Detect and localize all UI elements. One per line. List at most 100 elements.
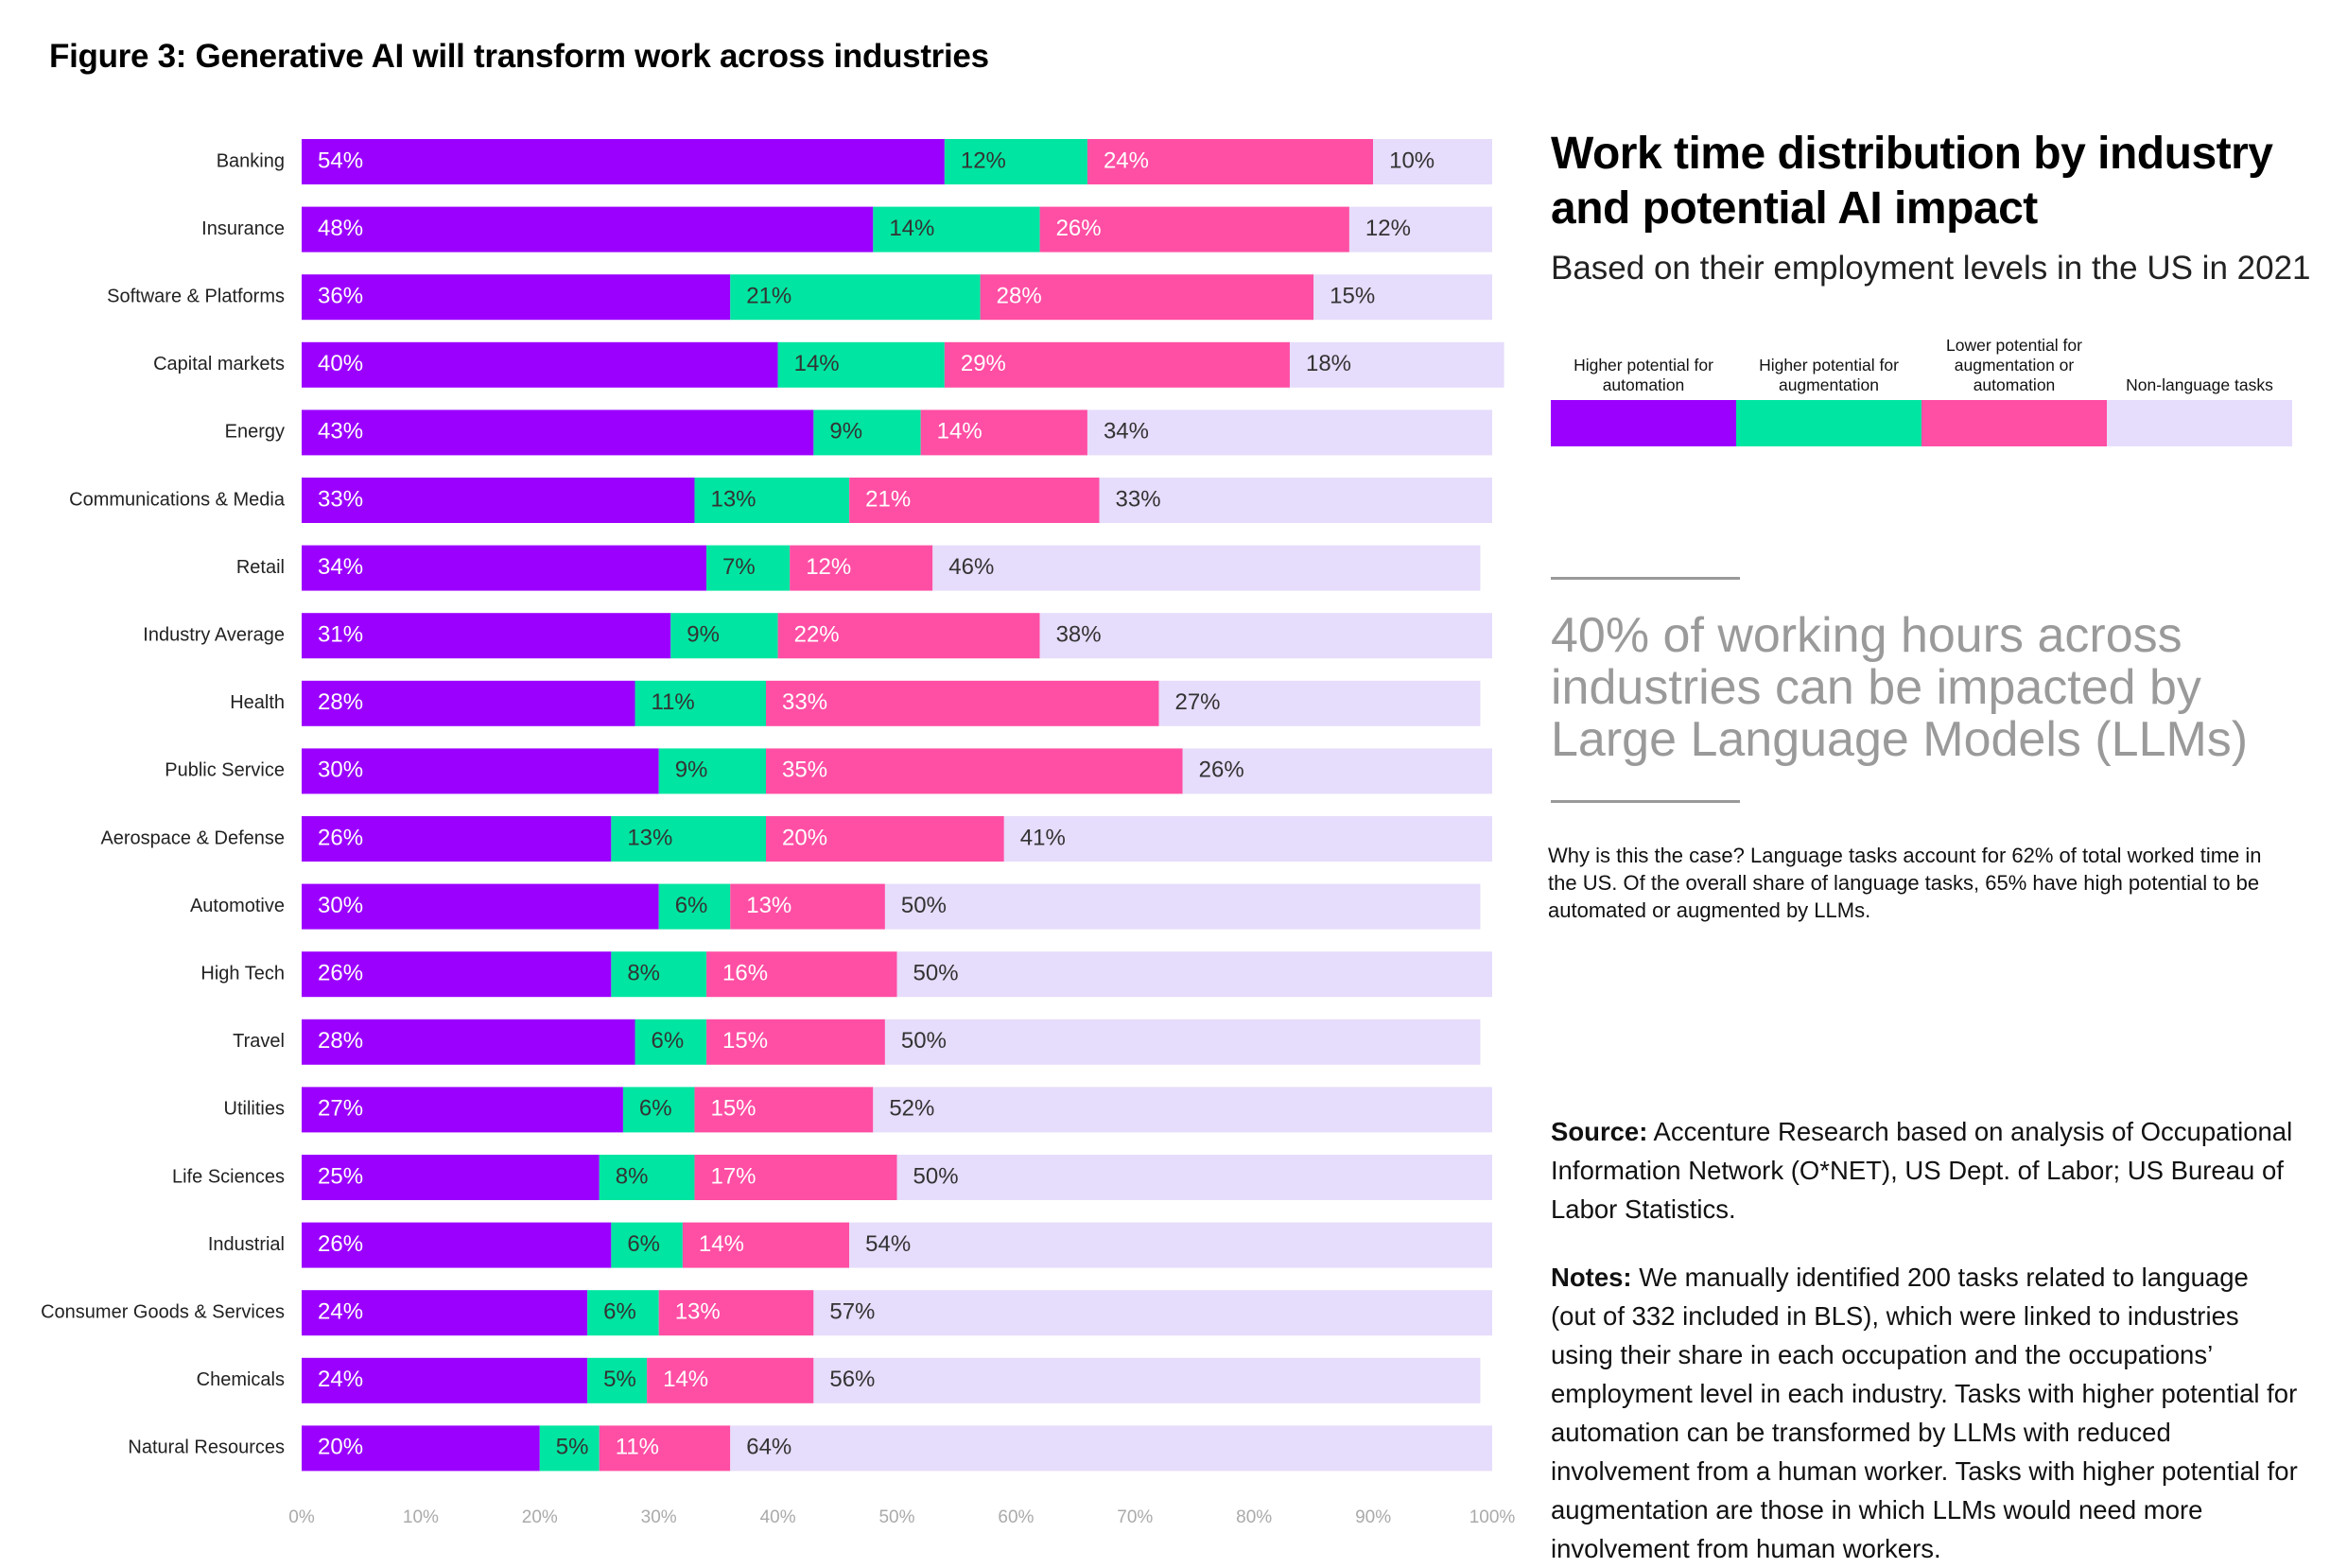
legend-swatch-augmentation: [1736, 400, 1921, 446]
legend-swatch-lower: [1921, 400, 2107, 446]
bar-nonlanguage: [932, 545, 1481, 591]
stacked-bar-chart: Banking 54% 12% 24% 10% Insurance 48% 14% 26% 12%…: [41, 139, 1515, 1527]
bar-nonlanguage: [849, 1222, 1492, 1268]
data-label-automation: 40%: [318, 351, 363, 376]
data-label-nonlanguage: 41%: [1020, 825, 1066, 850]
bar-nonlanguage: [1099, 478, 1492, 523]
data-label-lower: 17%: [710, 1163, 756, 1189]
category-label: Retail: [236, 557, 285, 578]
data-label-lower: 35%: [782, 758, 827, 783]
bar-nonlanguage: [896, 1155, 1492, 1200]
panel-subtitle: Based on their employment levels in the …: [1551, 250, 2311, 287]
bar-lower: [730, 883, 885, 930]
data-label-augmentation: 14%: [889, 216, 934, 241]
bar-lower: [647, 1357, 814, 1403]
category-label: Energy: [225, 422, 285, 443]
data-label-nonlanguage: 56%: [829, 1367, 875, 1392]
data-label-augmentation: 9%: [675, 758, 708, 783]
data-label-nonlanguage: 34%: [1104, 419, 1149, 444]
data-label-lower: 13%: [675, 1299, 721, 1325]
bar-automation: [302, 1087, 623, 1133]
legend-swatch-automation: [1551, 400, 1736, 446]
bar-lower: [920, 409, 1087, 456]
bar-nonlanguage: [1373, 139, 1492, 184]
data-label-lower: 14%: [937, 419, 982, 444]
bar-augmentation: [611, 1222, 683, 1268]
category-label: High Tech: [200, 963, 285, 984]
data-label-nonlanguage: 38%: [1056, 622, 1102, 648]
data-label-nonlanguage: 50%: [901, 1028, 947, 1054]
bar-augmentation: [944, 139, 1087, 184]
data-label-automation: 48%: [318, 216, 363, 241]
data-label-augmentation: 6%: [639, 1096, 672, 1122]
data-label-augmentation: 21%: [746, 284, 791, 309]
data-label-lower: 33%: [782, 689, 827, 715]
data-label-nonlanguage: 50%: [913, 1163, 959, 1189]
bar-augmentation: [587, 1357, 648, 1403]
data-label-automation: 28%: [318, 689, 363, 715]
x-tick-label: 0%: [288, 1507, 315, 1527]
data-label-lower: 24%: [1104, 148, 1149, 173]
category-label: Aerospace & Defense: [100, 828, 285, 848]
bar-automation: [302, 748, 659, 794]
bar-augmentation: [813, 409, 921, 456]
data-label-nonlanguage: 52%: [889, 1096, 934, 1122]
data-label-lower: 15%: [722, 1028, 768, 1054]
bar-automation: [302, 545, 707, 591]
explanation-text: Why is this the case? Language tasks acc…: [1548, 844, 2262, 922]
bar-augmentation: [611, 816, 767, 862]
data-label-automation: 25%: [318, 1163, 363, 1189]
data-label-nonlanguage: 27%: [1174, 689, 1220, 715]
bar-automation: [302, 680, 635, 726]
data-label-augmentation: 14%: [794, 351, 840, 376]
category-label: Industry Average: [143, 624, 285, 645]
bar-lower: [766, 680, 1159, 726]
bar-nonlanguage: [1158, 680, 1481, 726]
data-label-augmentation: 13%: [710, 486, 756, 512]
data-label-automation: 30%: [318, 893, 363, 918]
category-label: Automotive: [190, 896, 285, 916]
bar-nonlanguage: [1289, 341, 1504, 388]
data-label-nonlanguage: 26%: [1199, 758, 1244, 783]
divider-top: [1551, 577, 1740, 580]
bar-augmentation: [611, 951, 707, 998]
legend-label-automation: Higher potential for automation: [1574, 356, 1713, 394]
x-tick-label: 20%: [522, 1507, 558, 1527]
bar-nonlanguage: [730, 1425, 1492, 1472]
bar-nonlanguage: [1039, 613, 1492, 659]
category-label: Natural Resources: [128, 1437, 285, 1458]
bar-nonlanguage: [1003, 816, 1492, 862]
bar-automation: [302, 1357, 588, 1403]
bar-nonlanguage: [1087, 409, 1492, 456]
bar-automation: [302, 206, 874, 253]
bar-nonlanguage: [1182, 748, 1492, 794]
bar-lower: [790, 545, 933, 591]
data-label-lower: 16%: [722, 961, 768, 986]
bar-automation: [302, 139, 945, 184]
category-label: Utilities: [224, 1099, 285, 1120]
legend-swatch-nonlanguage: [2107, 400, 2292, 446]
data-label-augmentation: 9%: [829, 419, 862, 444]
data-label-augmentation: 12%: [961, 148, 1006, 173]
x-tick-label: 90%: [1355, 1507, 1391, 1527]
notes-body: We manually identified 200 tasks related…: [1551, 1263, 2298, 1563]
data-label-lower: 13%: [746, 893, 791, 918]
bar-augmentation: [694, 478, 850, 523]
bar-nonlanguage: [896, 951, 1492, 998]
data-label-nonlanguage: 12%: [1365, 216, 1411, 241]
category-label: Life Sciences: [172, 1166, 285, 1187]
data-label-nonlanguage: 46%: [948, 554, 994, 580]
data-label-automation: 26%: [318, 825, 363, 850]
bar-augmentation: [539, 1425, 600, 1472]
data-label-lower: 14%: [699, 1231, 744, 1257]
data-label-augmentation: 6%: [675, 893, 708, 918]
data-label-automation: 24%: [318, 1299, 363, 1325]
category-label: Health: [230, 692, 285, 713]
bar-lower: [766, 748, 1183, 794]
bar-lower: [766, 816, 1004, 862]
legend-label-nonlanguage: Non-language tasks: [2126, 375, 2273, 394]
bar-automation: [302, 409, 814, 456]
source-body: Accenture Research based on analysis of …: [1551, 1117, 2293, 1224]
bar-augmentation: [658, 748, 767, 794]
bar-nonlanguage: [873, 1087, 1492, 1133]
